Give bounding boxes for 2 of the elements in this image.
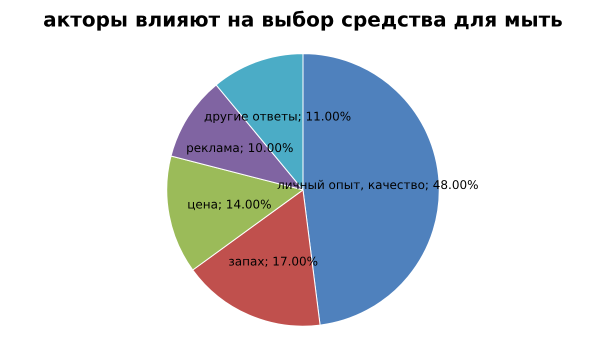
chart-title: акторы влияют на выбор средства для мыть xyxy=(43,8,563,32)
slice-label: цена; 14.00% xyxy=(187,198,272,212)
